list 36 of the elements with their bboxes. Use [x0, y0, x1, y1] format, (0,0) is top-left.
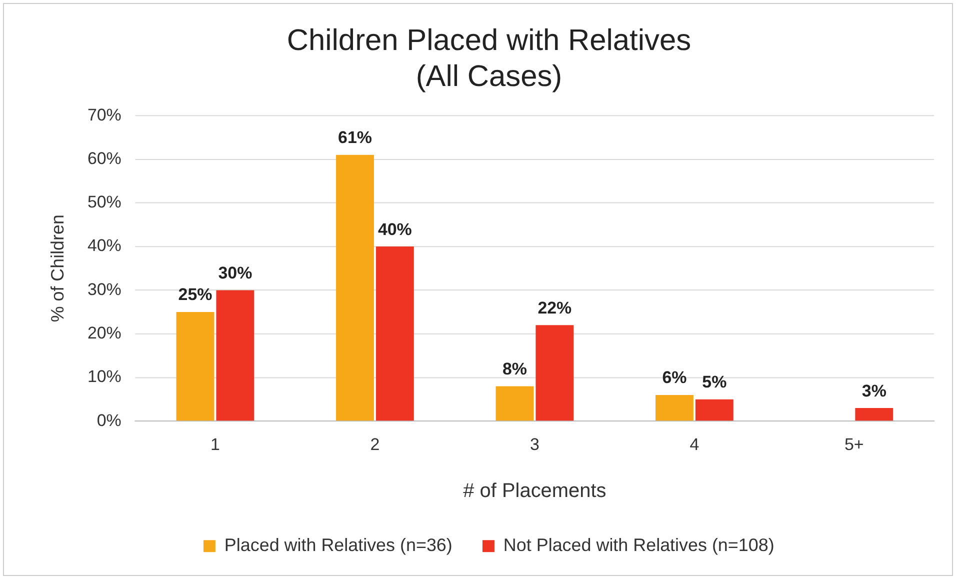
y-tick-label: 10% [87, 367, 122, 386]
bar [536, 325, 574, 421]
y-tick-label: 60% [87, 148, 122, 168]
bar [176, 312, 214, 421]
chart-title: Children Placed with Relatives (All Cases) [286, 24, 692, 93]
data-label: 3% [862, 381, 886, 400]
data-label: 5% [702, 372, 727, 392]
bar [376, 246, 414, 421]
x-tick-label: 2 [370, 434, 380, 454]
data-label: 6% [662, 368, 687, 388]
y-tick-label: 20% [87, 324, 122, 343]
y-axis-title: % of Children [48, 214, 68, 322]
y-tick-label: 0% [96, 410, 122, 430]
bar [216, 290, 254, 421]
y-tick-label: 50% [87, 192, 122, 212]
data-label: 61% [338, 128, 372, 148]
x-tick-label: 5+ [844, 434, 864, 454]
x-tick-label: 3 [530, 434, 540, 454]
legend-label: Placed with Relatives (n=36) [224, 535, 452, 556]
bar [336, 154, 374, 421]
y-tick-label: 30% [87, 280, 122, 299]
data-label: 25% [178, 285, 212, 304]
bar [695, 399, 734, 421]
x-axis-title: # of Placements [463, 480, 606, 502]
x-tick-label: 4 [690, 434, 700, 454]
bar [655, 394, 694, 421]
x-tick-label: 1 [210, 434, 220, 454]
data-label: 40% [378, 220, 412, 239]
data-label: 22% [538, 298, 572, 318]
data-label: 30% [218, 263, 252, 282]
bar [496, 386, 534, 421]
data-label: 8% [502, 359, 527, 378]
y-tick-label: 40% [87, 236, 122, 256]
y-tick-label: 70% [87, 105, 122, 124]
bar [855, 408, 894, 421]
legend-label: Not Placed with Relatives (n=108) [503, 535, 774, 556]
